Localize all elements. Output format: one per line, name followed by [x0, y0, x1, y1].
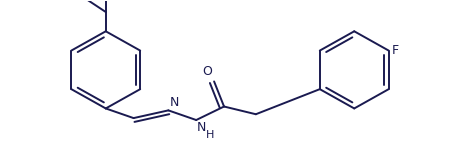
Text: F: F: [392, 44, 399, 57]
Text: H: H: [206, 130, 214, 140]
Text: O: O: [202, 65, 212, 78]
Text: N: N: [169, 96, 179, 109]
Text: N: N: [197, 121, 207, 134]
